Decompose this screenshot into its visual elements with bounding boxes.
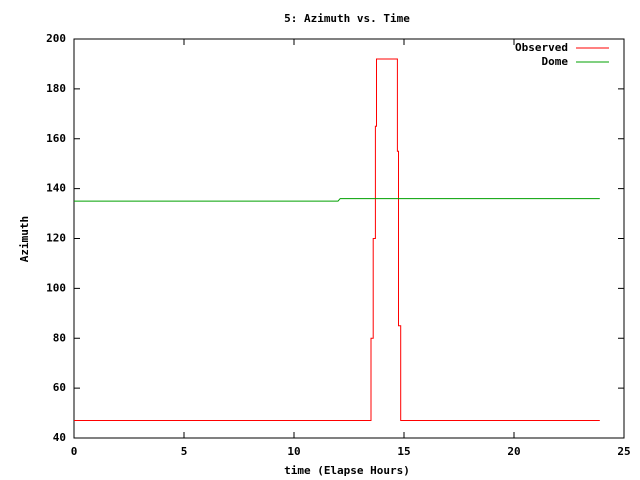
x-tick-label: 0: [71, 445, 78, 458]
x-tick-label: 25: [617, 445, 630, 458]
y-tick-label: 140: [46, 182, 66, 195]
x-axis-label: time (Elapse Hours): [284, 464, 410, 477]
series-line: [74, 58, 600, 422]
series-line: [74, 198, 600, 202]
chart-title: 5: Azimuth vs. Time: [284, 12, 410, 25]
x-tick-label: 20: [507, 445, 520, 458]
plot-frame: [73, 38, 625, 439]
y-tick-label: 200: [46, 32, 66, 45]
y-axis-label: Azimuth: [18, 216, 31, 262]
y-tick-label: 100: [46, 281, 66, 294]
y-tick-label: 120: [46, 232, 66, 245]
y-tick-label: 80: [53, 331, 66, 344]
legend-label: Observed: [515, 41, 568, 54]
x-tick-label: 10: [287, 445, 300, 458]
y-tick-label: 40: [53, 431, 66, 444]
y-tick-label: 160: [46, 132, 66, 145]
y-tick-label: 180: [46, 82, 66, 95]
legend-label: Dome: [542, 55, 569, 68]
y-tick-label: 60: [53, 381, 66, 394]
x-tick-label: 15: [397, 445, 410, 458]
x-tick-label: 5: [181, 445, 188, 458]
